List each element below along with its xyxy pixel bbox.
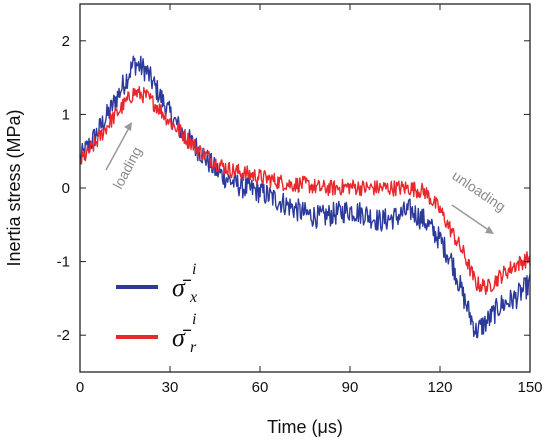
legend-sub-x: x bbox=[189, 289, 197, 306]
series-line-r bbox=[79, 86, 531, 295]
x-tick-label: 60 bbox=[252, 379, 269, 396]
x-tick-label: 0 bbox=[76, 379, 84, 396]
x-tick-label: 120 bbox=[427, 379, 452, 396]
unloading-annotation: unloading bbox=[449, 167, 509, 234]
loading-arrow-head bbox=[124, 122, 132, 131]
unloading-arrow-head bbox=[485, 226, 494, 234]
x-tick-label: 90 bbox=[342, 379, 359, 396]
unloading-label: unloading bbox=[449, 167, 508, 214]
y-axis-title: Inertia stress (MPa) bbox=[4, 109, 24, 266]
legend-sup-r: i bbox=[192, 311, 196, 328]
loading-arrow bbox=[105, 125, 131, 171]
y-tick-label: 0 bbox=[62, 180, 70, 197]
loading-label: loading bbox=[110, 144, 145, 191]
y-tick-label: -2 bbox=[57, 327, 70, 344]
x-axis-title: Time (μs) bbox=[267, 417, 343, 437]
unloading-arrow bbox=[451, 204, 491, 232]
series-layer bbox=[79, 55, 531, 339]
x-tick-label: 150 bbox=[517, 379, 542, 396]
legend-sub-r: r bbox=[190, 339, 197, 356]
y-tick-label: -1 bbox=[57, 254, 70, 271]
legend: σ̄ i x σ̄ i r bbox=[116, 261, 197, 356]
x-tick-label: 30 bbox=[162, 379, 179, 396]
ticks-layer: 0 30 60 90 120 150 -2 -1 0 1 2 bbox=[57, 4, 543, 396]
loading-annotation: loading bbox=[105, 122, 145, 191]
series-line-x bbox=[79, 55, 531, 339]
y-tick-label: 1 bbox=[62, 106, 70, 123]
legend-label-r: σ̄ bbox=[172, 323, 192, 352]
legend-sup-x: i bbox=[192, 261, 196, 278]
legend-label-x: σ̄ bbox=[172, 273, 192, 302]
y-tick-label: 2 bbox=[62, 33, 70, 50]
